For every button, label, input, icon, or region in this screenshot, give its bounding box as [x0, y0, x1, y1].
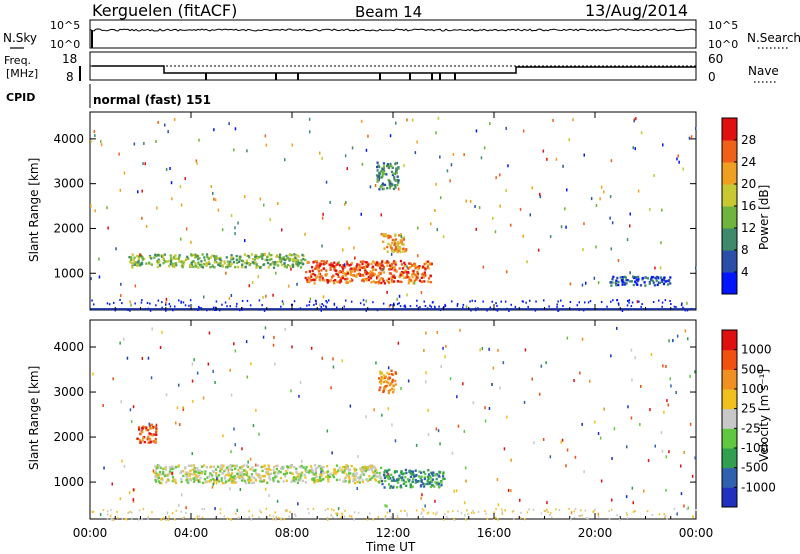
freq-tick-low: 8: [66, 70, 74, 84]
velocity-colorbar-segment: [722, 467, 737, 488]
nave-tick-low: 0: [708, 70, 716, 84]
noise-left-tick-low: 10^0: [50, 38, 80, 51]
velocity-scatter: [91, 326, 697, 521]
time-tick-label: 04:00: [174, 526, 209, 540]
noise-trace: [89, 28, 697, 48]
freq-label: Freq.: [4, 54, 31, 67]
velocity-colorbar-tick: -500: [741, 461, 768, 475]
power-ytick-label: 3000: [53, 177, 84, 191]
power-colorbar-segment: [722, 228, 737, 251]
nsearch-label: N.Search: [747, 31, 800, 45]
time-tick-label: 00:00: [73, 526, 108, 540]
freq-trace: [92, 65, 696, 74]
time-tick-label: 00:00: [679, 526, 714, 540]
velocity-colorbar: 1000 500 100 25 -25 -100 -500 -1000: [721, 329, 776, 508]
power-colorbar-segment: [722, 162, 737, 185]
velocity-ytick-label: 2000: [53, 430, 84, 444]
velocity-colorbar-segment: [722, 389, 737, 410]
power-yticks: 1000 2000 3000 4000: [53, 132, 696, 280]
power-ytick-label: 4000: [53, 132, 84, 146]
velocity-ytick-label: 4000: [53, 340, 84, 354]
power-ytick-label: 2000: [53, 221, 84, 235]
velocity-ytick-label: 3000: [53, 385, 84, 399]
date-label: 13/Aug/2014: [585, 1, 688, 20]
power-colorbar-segment: [722, 184, 737, 207]
noise-right-tick-high: 10^5: [708, 19, 738, 32]
station-title: Kerguelen (fitACF): [92, 1, 237, 20]
velocity-colorbar-segment: [722, 428, 737, 449]
velocity-colorbar-tick: -1000: [741, 480, 776, 494]
velocity-colorbar-tick: 25: [741, 402, 756, 416]
power-colorbar-segment: [722, 250, 737, 273]
beam-label: Beam 14: [355, 3, 422, 21]
noise-panel: N.Sky 10^5 10^0 10^5 10^0 N.Search: [3, 19, 800, 51]
power-colorbar: 4 8 12 16 20 24 28: [721, 117, 756, 295]
freq-dropouts: [79, 66, 456, 81]
time-tick-label: 08:00: [275, 526, 310, 540]
time-tick-label: 20:00: [578, 526, 613, 540]
time-tick-label: 12:00: [376, 526, 411, 540]
velocity-colorbar-tick: 100: [741, 382, 764, 396]
nsky-label: N.Sky: [3, 31, 37, 45]
velocity-colorbar-tick: 500: [741, 362, 764, 376]
velocity-ylabel: Slant Range [km]: [27, 366, 41, 470]
power-colorbar-tick: 8: [741, 243, 749, 257]
power-colorbar-segment: [722, 118, 737, 141]
velocity-colorbar-segment: [722, 487, 737, 508]
velocity-ytick-label: 1000: [53, 475, 84, 489]
power-colorbar-segment: [722, 272, 737, 295]
velocity-colorbar-tick: 1000: [741, 343, 772, 357]
time-tick-label: 16:00: [477, 526, 512, 540]
power-colorbar-tick: 16: [741, 199, 756, 213]
power-colorbar-segment: [722, 140, 737, 163]
velocity-colorbar-segment: [722, 330, 737, 351]
velocity-yticks: 1000 2000 3000 4000: [53, 340, 696, 489]
time-axis-label: Time UT: [365, 540, 416, 554]
freq-panel: Freq. [MHz] 18 8 60 0 Nave: [4, 51, 779, 84]
power-colorbar-tick: 24: [741, 155, 756, 169]
freq-unit-label: [MHz]: [6, 67, 38, 80]
noise-right-tick-low: 10^0: [708, 38, 738, 51]
power-ylabel: Slant Range [km]: [27, 158, 41, 262]
power-colorbar-tick: 12: [741, 221, 756, 235]
power-scatter: [90, 116, 697, 312]
cpid-label: CPID: [6, 91, 35, 104]
nave-tick-high: 60: [708, 52, 723, 66]
freq-tick-high: 18: [62, 52, 77, 66]
velocity-colorbar-segment: [722, 349, 737, 370]
power-ytick-label: 1000: [53, 266, 84, 280]
velocity-colorbar-segment: [722, 408, 737, 429]
nave-label: Nave: [748, 64, 779, 78]
velocity-colorbar-tick: -25: [741, 421, 761, 435]
power-colorbar-tick: 28: [741, 133, 756, 147]
power-colorbar-segment: [722, 206, 737, 229]
time-axis: 00:00 04:00 08:00 12:00 16:00 20:00 00:00: [73, 112, 714, 540]
noise-left-tick-high: 10^5: [50, 19, 80, 32]
velocity-colorbar-segment: [722, 369, 737, 390]
power-colorbar-label: Power [dB]: [757, 185, 771, 250]
power-colorbar-tick: 4: [741, 265, 749, 279]
velocity-colorbar-label: Velocity [m s⁻¹]: [757, 369, 771, 462]
power-panel: 1000 2000 3000 4000 Slant Range [km] 4 8 12 16…: [27, 111, 771, 312]
power-colorbar-tick: 20: [741, 177, 756, 191]
velocity-colorbar-tick: -100: [741, 441, 768, 455]
velocity-colorbar-segment: [722, 448, 737, 469]
velocity-panel: 1000 2000 3000 4000 Slant Range [km] 1000 50…: [27, 319, 776, 521]
cpid-value: normal (fast) 151: [93, 93, 211, 107]
